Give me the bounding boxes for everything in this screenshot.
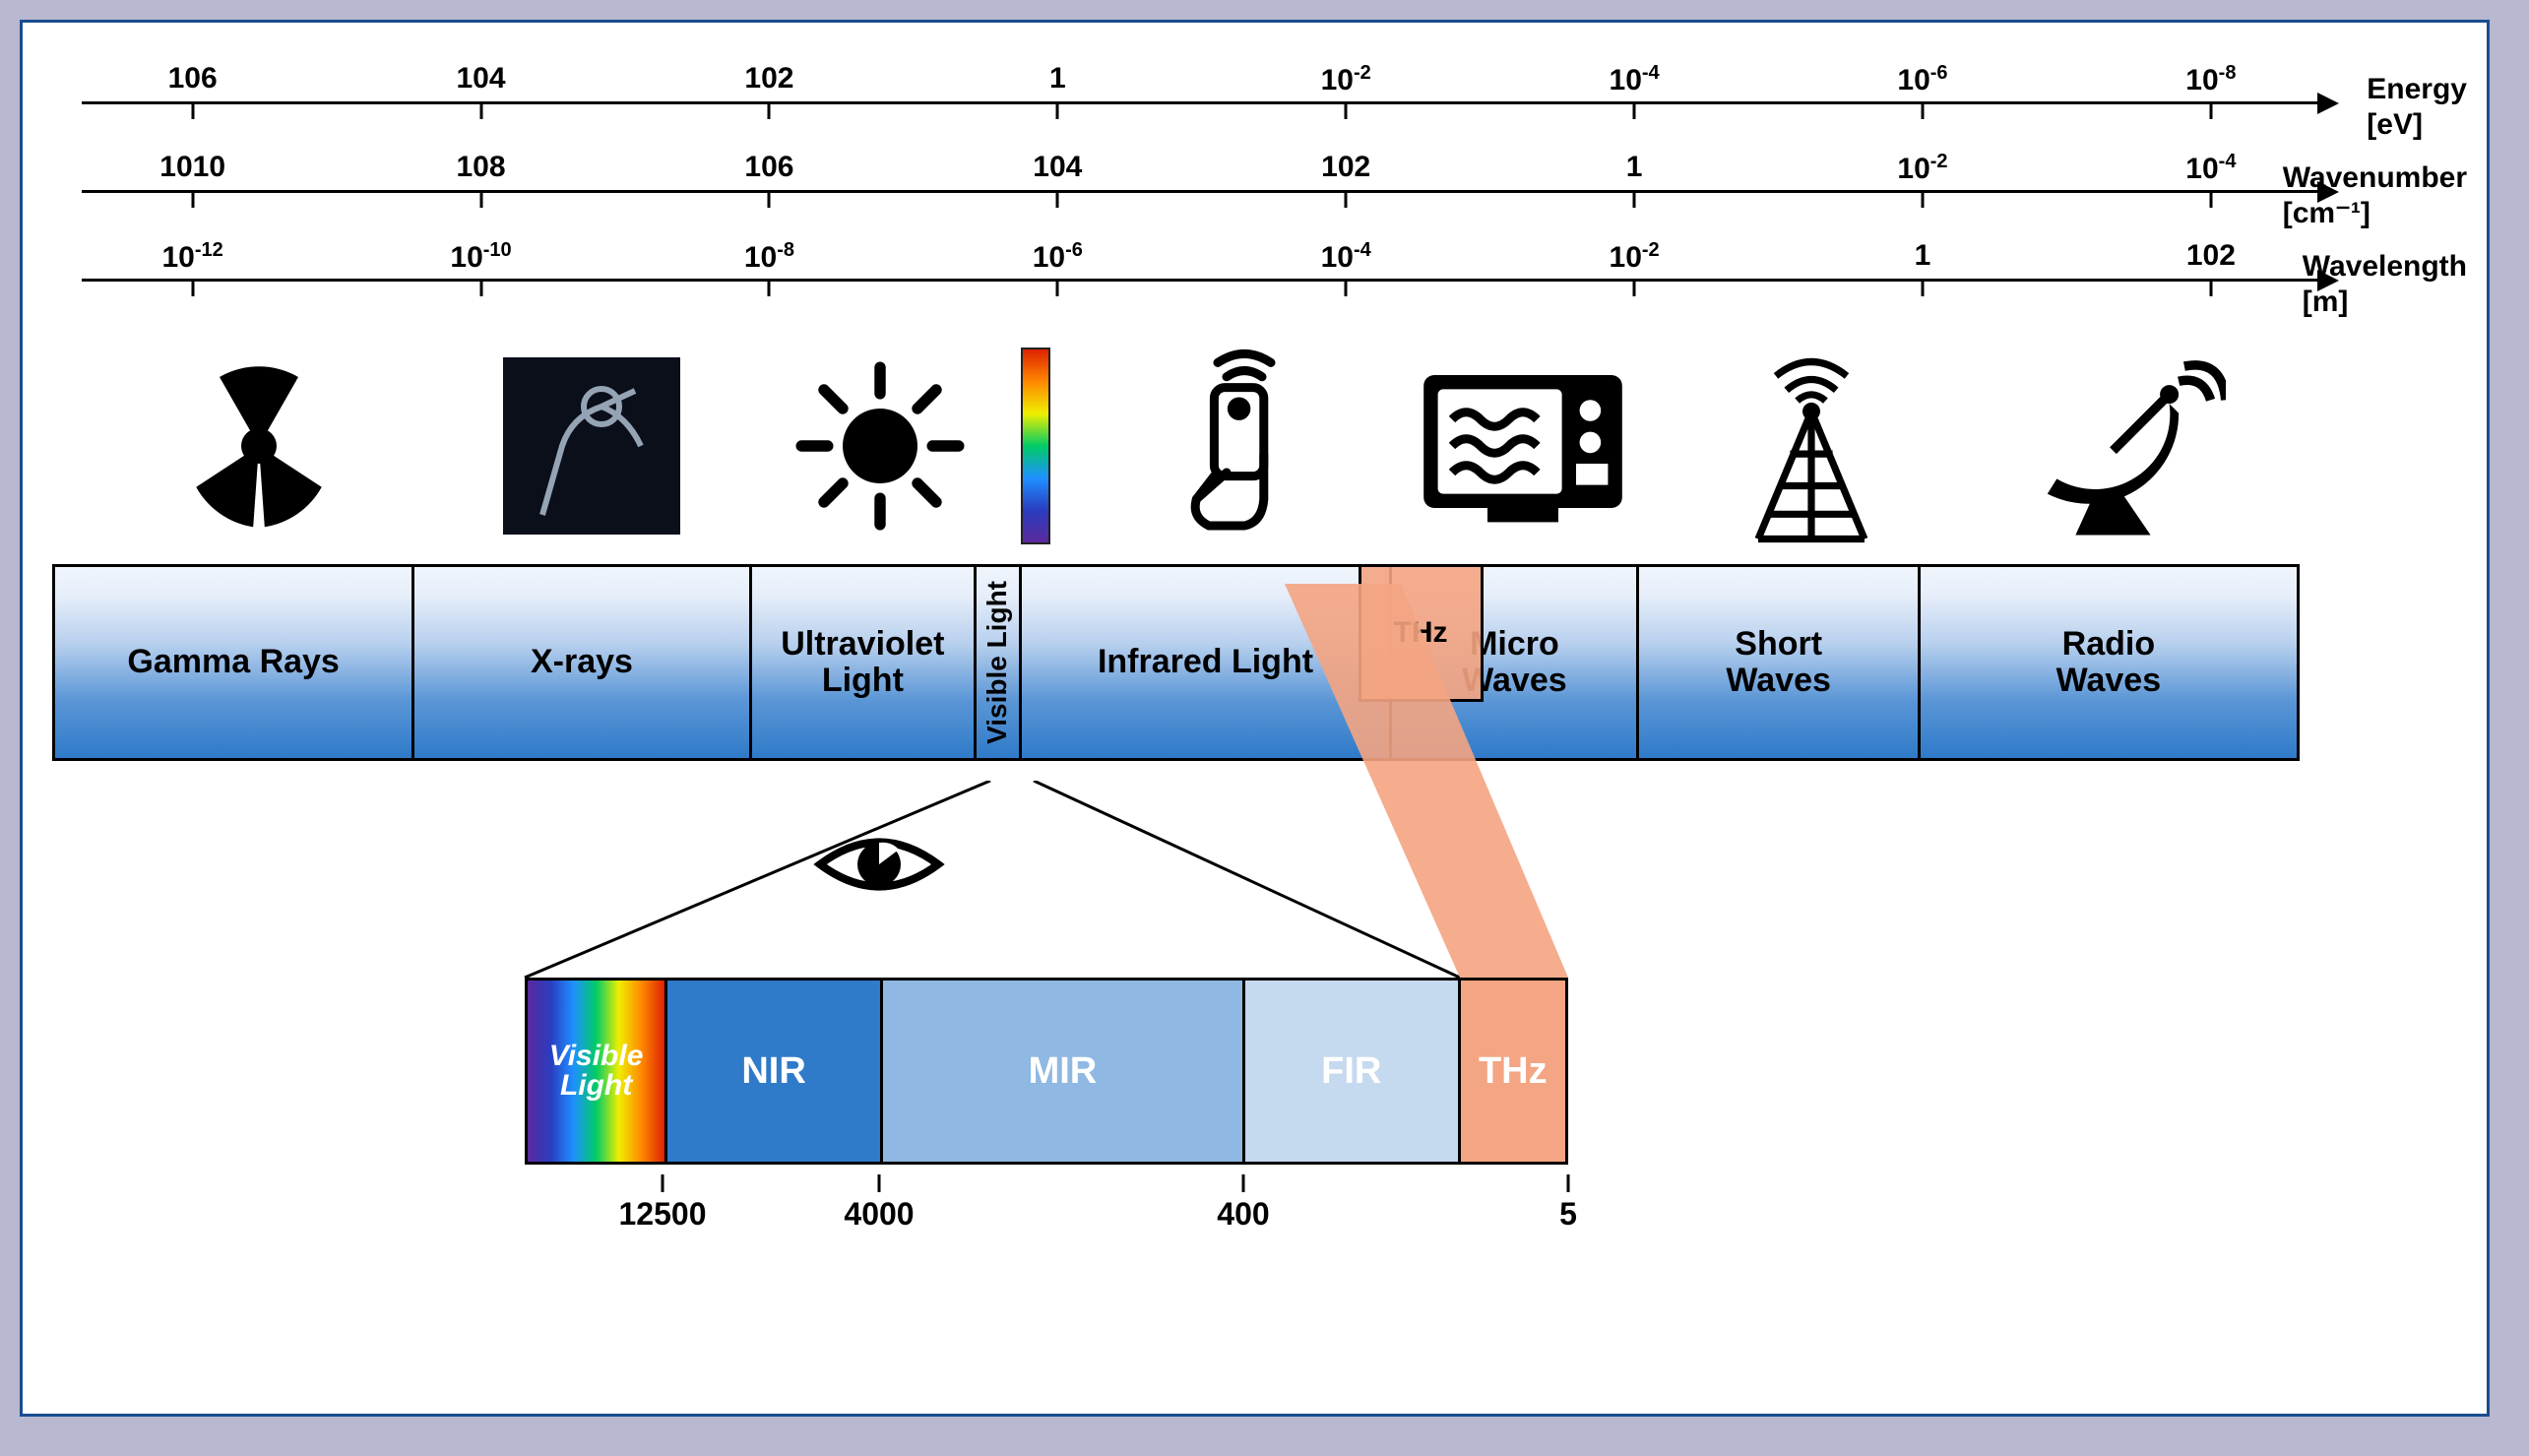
- detail-tick: [1567, 1174, 1570, 1192]
- detail-band: VisibleLight: [528, 981, 664, 1162]
- axis-tick: [191, 101, 194, 119]
- detail-band: FIR: [1242, 981, 1458, 1162]
- band-label: RadioWaves: [2056, 626, 2161, 700]
- axis-row: 106104102110-210-410-610-8Energy[eV]: [82, 52, 2300, 141]
- axis-name-label: Energy[eV]: [2367, 72, 2467, 143]
- axis-tick-label: 10-10: [450, 239, 511, 275]
- axis-tick: [2209, 190, 2212, 208]
- infrared-detail-area: VisibleLight NIR MIR FIR THz 12500 4000 400 5: [52, 840, 2457, 1253]
- remote-icon: [1127, 338, 1344, 554]
- axis-row: 10-1210-1010-810-610-410-21102Wavelength…: [82, 229, 2300, 318]
- axis-tick-label: 1010: [159, 151, 225, 184]
- spectrum-band: RadioWaves: [1918, 564, 2300, 761]
- axis-tick: [2209, 279, 2212, 296]
- detail-tick: [1242, 1174, 1245, 1192]
- detail-band-label: THz: [1479, 1050, 1548, 1093]
- axis-tick: [1921, 101, 1924, 119]
- axis-tick: [1345, 190, 1348, 208]
- axis-arrow: [2317, 93, 2339, 114]
- detail-band-label: FIR: [1321, 1050, 1381, 1093]
- axis-tick-label: 104: [1033, 151, 1082, 184]
- axis-tick: [1345, 279, 1348, 296]
- axis-tick-label: 108: [457, 151, 506, 184]
- axis-tick-label: 10-4: [2185, 151, 2236, 186]
- axis-row: 1010108106104102110-210-4Wavenumber[cm⁻¹…: [82, 141, 2300, 229]
- axis-tick-label: 104: [457, 62, 506, 95]
- detail-tick: [878, 1174, 881, 1192]
- axis-tick: [1633, 101, 1636, 119]
- axis-tick: [1633, 190, 1636, 208]
- axis-tick: [479, 279, 482, 296]
- detail-band: THz: [1458, 981, 1565, 1162]
- axis-tick: [1056, 190, 1059, 208]
- axis-tick: [479, 101, 482, 119]
- axis-tick: [1345, 101, 1348, 119]
- axis-tick-label: 10-12: [162, 239, 223, 275]
- detail-tick-label: 12500: [619, 1196, 707, 1233]
- icon-row: [82, 338, 2300, 564]
- axis-tick-label: 10-2: [1897, 151, 1947, 186]
- detail-band: MIR: [880, 981, 1242, 1162]
- axis-tick: [768, 279, 771, 296]
- satellite-dish-icon: [2014, 338, 2231, 554]
- axis-line: [82, 279, 2319, 282]
- rainbow-bar: [927, 338, 1144, 554]
- detail-tick-label: 400: [1217, 1196, 1269, 1233]
- infrared-detail-strip: VisibleLight NIR MIR FIR THz: [525, 978, 1568, 1165]
- axis-tick-label: 102: [1321, 151, 1370, 184]
- detail-band-label: NIR: [741, 1050, 805, 1093]
- axis-tick-label: 102: [2186, 239, 2236, 273]
- axis-tick-label: 10-4: [1321, 239, 1371, 275]
- axis-name-label: Wavenumber[cm⁻¹]: [2283, 160, 2467, 231]
- axis-tick-label: 1: [1915, 239, 1931, 273]
- axis-area: 106104102110-210-410-610-8Energy[eV]1010…: [82, 52, 2300, 328]
- axis-tick: [2209, 101, 2212, 119]
- detail-tick-label: 4000: [844, 1196, 914, 1233]
- axis-tick: [479, 190, 482, 208]
- axis-tick: [191, 190, 194, 208]
- axis-tick-label: 106: [168, 62, 218, 95]
- detail-tick-label: 5: [1559, 1196, 1577, 1233]
- spectrum-diagram: 106 104 102 1 10-2 10-4 10-6 10-8 Energy[eV] 1010…: [20, 20, 2490, 1417]
- axis-tick-label: 106: [744, 151, 793, 184]
- axis-tick-label: 10-2: [1321, 62, 1371, 97]
- axis-tick: [1921, 279, 1924, 296]
- xray-icon: [483, 338, 700, 554]
- axis-tick-label: 10-2: [1610, 239, 1660, 275]
- band-label: ShortWaves: [1726, 626, 1830, 700]
- radiation-icon: [151, 338, 367, 554]
- axis-line: [82, 101, 2319, 104]
- detail-band-label: VisibleLight: [549, 1042, 644, 1101]
- axis-tick-label: 10-6: [1897, 62, 1947, 97]
- antenna-icon: [1703, 338, 1920, 554]
- detail-tick: [662, 1174, 664, 1192]
- axis-tick: [768, 101, 771, 119]
- axis-tick: [191, 279, 194, 296]
- detail-band-label: MIR: [1029, 1050, 1098, 1093]
- axis-tick: [1921, 190, 1924, 208]
- axis-tick-label: 1: [1626, 151, 1643, 184]
- axis-tick-label: 102: [744, 62, 793, 95]
- detail-band: NIR: [664, 981, 880, 1162]
- axis-tick: [1056, 279, 1059, 296]
- axis-tick-label: 10-8: [744, 239, 794, 275]
- axis-line: [82, 190, 2319, 193]
- axis-tick: [1633, 279, 1636, 296]
- axis-tick: [768, 190, 771, 208]
- axis-tick-label: 10-8: [2185, 62, 2236, 97]
- axis-tick-label: 10-6: [1033, 239, 1083, 275]
- axis-tick-label: 10-4: [1610, 62, 1660, 97]
- microwave-icon: [1415, 338, 1631, 554]
- axis-tick: [1056, 101, 1059, 119]
- axis-tick-label: 1: [1049, 62, 1066, 95]
- axis-name-label: Wavelength[m]: [2303, 249, 2467, 320]
